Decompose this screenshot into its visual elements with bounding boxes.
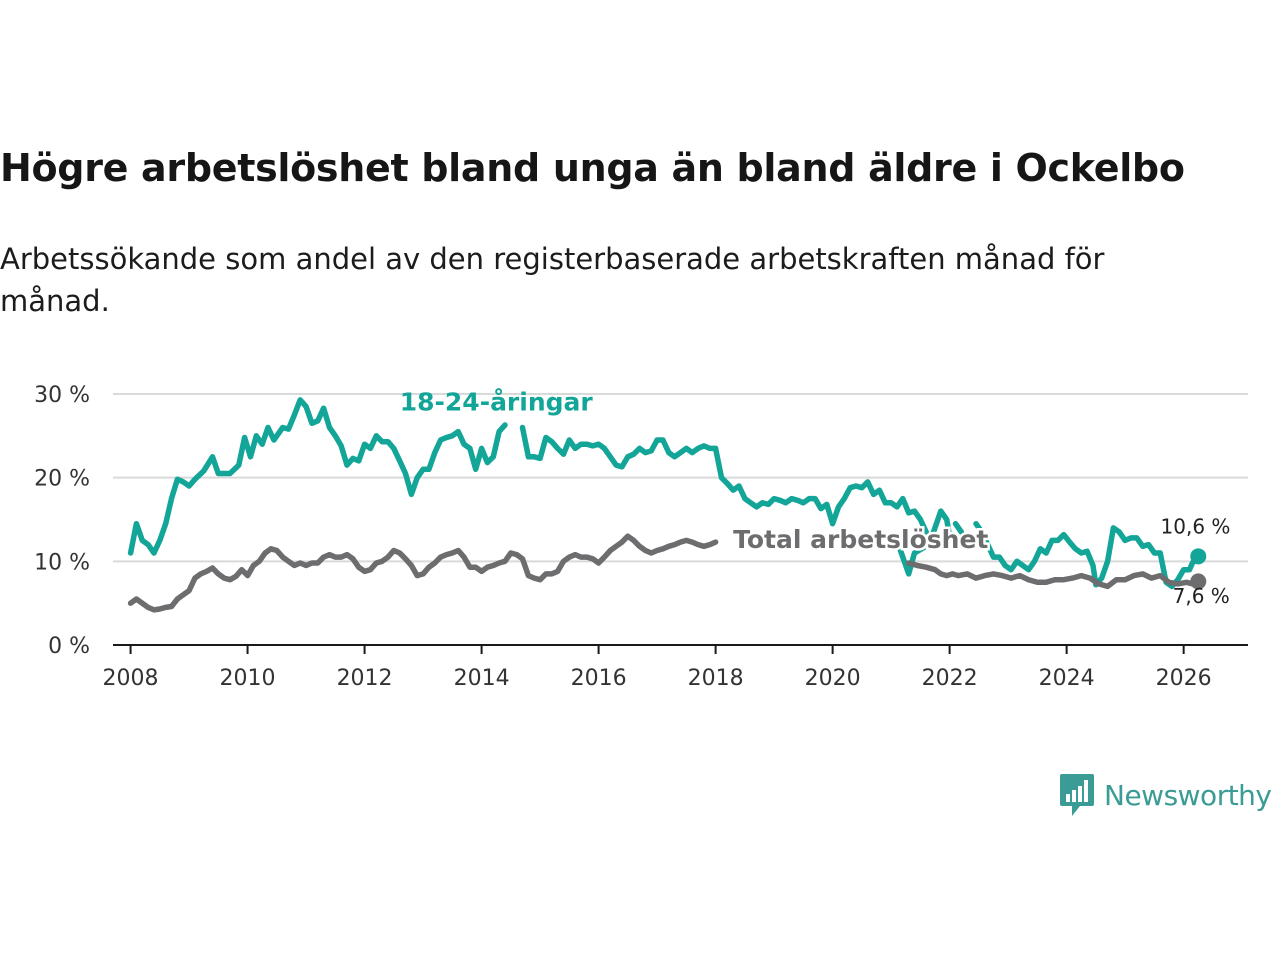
series-lines — [127, 397, 1207, 613]
chart-subtitle: Arbetssökande som andel av den registerb… — [0, 242, 1105, 318]
series-label-youth: 18-24-åringar — [400, 388, 594, 417]
brand-name: Newsworthy — [1104, 778, 1272, 812]
series-line-0 — [127, 397, 508, 556]
y-tick-label: 30 % — [34, 383, 90, 408]
series-label-total: Total arbetslöshet — [733, 525, 988, 554]
bar-chart-speech-icon — [1060, 774, 1094, 816]
series-line-6 — [905, 560, 1202, 590]
x-tick-label: 2022 — [922, 666, 978, 691]
series-line-5 — [127, 533, 719, 613]
x-tick-label: 2026 — [1156, 666, 1212, 691]
y-tick-label: 20 % — [34, 467, 90, 492]
x-tick-label: 2020 — [805, 666, 861, 691]
series-line-1 — [519, 424, 929, 535]
y-tick-label: 10 % — [34, 550, 90, 575]
x-tick-label: 2012 — [337, 666, 393, 691]
series-line-2 — [897, 508, 953, 577]
y-axis-ticks: 0 % 10 % 20 % 30 % — [34, 383, 90, 659]
end-dot-youth — [1190, 548, 1207, 565]
newsworthy-logo: Newsworthy — [1058, 772, 1272, 818]
end-label-total: 7,6 % — [1173, 584, 1230, 608]
gridlines — [113, 393, 1248, 563]
series-line-4 — [973, 520, 1202, 590]
x-tick-label: 2008 — [103, 666, 159, 691]
x-tick-label: 2024 — [1039, 666, 1095, 691]
x-axis: 2008 2010 2012 2014 2016 2018 2020 2022 2024 2026 — [103, 644, 1248, 691]
x-tick-label: 2016 — [571, 666, 627, 691]
end-label-youth: 10,6 % — [1161, 515, 1231, 539]
chart-title: Högre arbetslöshet bland unga än bland ä… — [0, 146, 1185, 190]
x-tick-label: 2014 — [454, 666, 510, 691]
x-tick-label: 2018 — [688, 666, 744, 691]
x-tick-label: 2010 — [220, 666, 276, 691]
series-line-3 — [952, 520, 965, 535]
end-dot-total — [1190, 573, 1207, 590]
chart-annotations: 18-24-åringar Total arbetslöshet 10,6 % 7,6… — [400, 388, 1231, 608]
y-tick-label: 0 % — [48, 634, 90, 659]
